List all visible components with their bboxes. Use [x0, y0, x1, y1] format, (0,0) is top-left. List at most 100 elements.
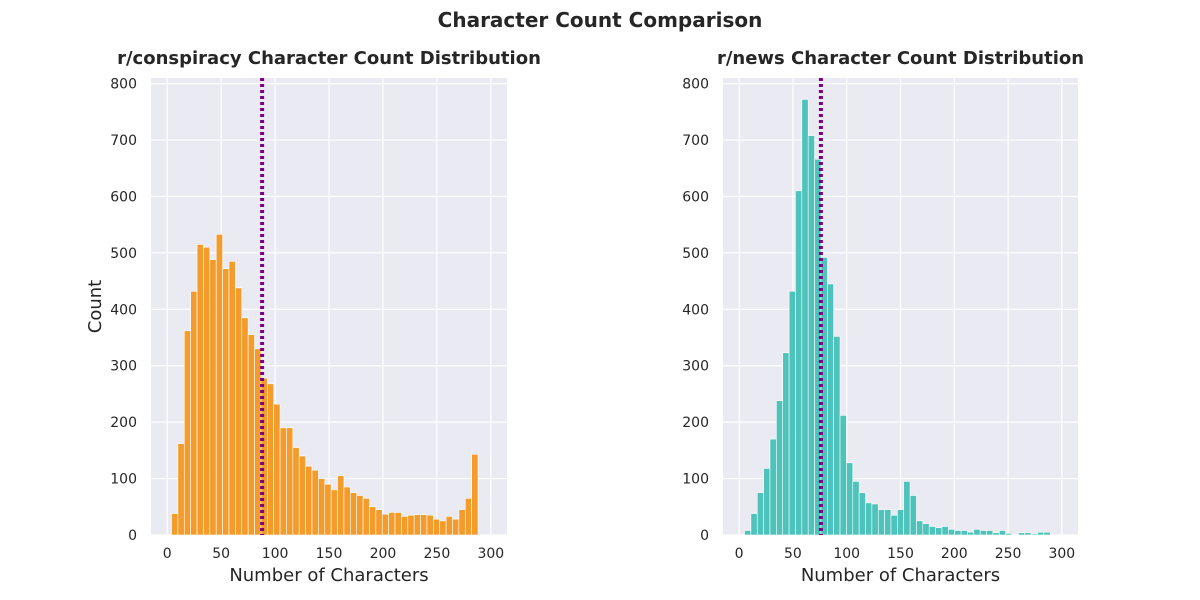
conspiracy-histogram-bar [401, 516, 409, 536]
conspiracy-histogram-bar [445, 516, 453, 536]
conspiracy-y-axis-label: Count [85, 280, 106, 333]
conspiracy-histogram-bar [381, 513, 389, 536]
conspiracy-histogram-bar [413, 514, 421, 536]
news-x-tick-label: 200 [941, 546, 968, 562]
conspiracy-histogram-bar [177, 443, 185, 536]
conspiracy-histogram-bar [190, 290, 198, 536]
conspiracy-histogram-bar [241, 317, 249, 536]
news-histogram-bar [807, 135, 815, 536]
news-histogram-bar [916, 520, 924, 536]
news-histogram-bar [833, 336, 841, 536]
news-histogram-bar [744, 530, 752, 536]
conspiracy-histogram-bar [292, 447, 300, 536]
conspiracy-x-tick-label: 0 [163, 546, 172, 562]
conspiracy-histogram-bar [203, 246, 211, 536]
conspiracy-x-tick-label: 300 [477, 546, 504, 562]
news-histogram-bar [782, 352, 790, 536]
news-histogram-bar [903, 481, 911, 536]
news-histogram-bar [928, 526, 936, 536]
news-histogram-bar [769, 438, 777, 536]
news-histogram-bar [1037, 531, 1045, 536]
conspiracy-x-tick-label: 200 [370, 546, 397, 562]
news-x-tick-label: 50 [784, 546, 802, 562]
conspiracy-histogram-bar [464, 498, 472, 536]
news-histogram-bar [909, 495, 917, 536]
news-histogram-bar [941, 526, 949, 536]
conspiracy-histogram-bar [273, 403, 281, 536]
news-histogram-bar [960, 530, 968, 536]
news-histogram-bar [852, 481, 860, 536]
news-histogram-bar [935, 527, 943, 536]
conspiracy-x-axis-label: Number of Characters [229, 565, 428, 586]
news-y-tick-label: 600 [682, 189, 709, 205]
news-histogram-bar [954, 530, 962, 536]
news-histogram-bar [948, 529, 955, 536]
conspiracy-histogram-bar [407, 514, 415, 536]
news-histogram-bar [1018, 532, 1026, 536]
news-histogram-bar [839, 415, 847, 536]
conspiracy-histogram-bar [209, 259, 217, 536]
news-histogram-bar [890, 514, 898, 536]
conspiracy-chart-title: r/conspiracy Character Count Distributio… [117, 48, 541, 69]
conspiracy-histogram-bar [196, 244, 204, 536]
news-histogram-bar [871, 503, 879, 536]
conspiracy-y-tick-label: 800 [110, 77, 137, 93]
news-histogram-bar [973, 529, 981, 536]
news-histogram-bar [1005, 533, 1013, 536]
news-chart-title: r/news Character Count Distribution [717, 48, 1084, 69]
conspiracy-histogram-bar [330, 489, 338, 536]
news-histogram-bar [998, 530, 1006, 536]
news-histogram-bar [756, 492, 764, 536]
news-histogram-bar [884, 509, 892, 536]
conspiracy-histogram-bar [324, 483, 332, 536]
conspiracy-x-tick-label: 100 [262, 546, 289, 562]
news-histogram-bar [922, 523, 930, 536]
conspiracy-histogram-bar [471, 454, 479, 536]
news-y-tick-label: 700 [682, 133, 709, 149]
conspiracy-histogram-bar [426, 514, 434, 536]
news-histogram-bar [801, 99, 809, 536]
conspiracy-histogram-bar [183, 330, 191, 536]
conspiracy-y-tick-label: 500 [110, 246, 137, 262]
news-histogram-bar [992, 532, 1000, 536]
news-histogram-bar [776, 400, 784, 536]
news-histogram-bar [858, 492, 866, 536]
news-histogram-bar [1024, 532, 1032, 536]
conspiracy-histogram-bar [420, 514, 428, 536]
news-histogram-bar [788, 290, 796, 536]
conspiracy-histogram-bar [279, 427, 287, 536]
news-histogram-bar [795, 190, 803, 536]
conspiracy-histogram-bar [452, 518, 460, 536]
conspiracy-histogram-bar [298, 455, 306, 536]
news-x-tick-label: 250 [995, 546, 1022, 562]
conspiracy-histogram-bar [343, 486, 351, 536]
conspiracy-histogram-bar [286, 427, 294, 536]
conspiracy-histogram-bar [388, 512, 396, 536]
conspiracy-y-tick-label: 300 [110, 359, 137, 375]
news-y-tick-label: 200 [682, 415, 709, 431]
news-histogram-bar [763, 468, 771, 536]
news-histogram-bar [827, 283, 834, 536]
news-histogram-bar [967, 531, 975, 536]
conspiracy-histogram-bar [311, 469, 319, 536]
news-y-tick-label: 800 [682, 77, 709, 93]
news-x-tick-label: 100 [833, 546, 860, 562]
news-x-axis-label: Number of Characters [801, 565, 1000, 586]
conspiracy-histogram-bar [337, 475, 345, 536]
conspiracy-x-tick-label: 150 [316, 546, 343, 562]
conspiracy-histogram-bar [171, 513, 179, 536]
conspiracy-y-tick-label: 600 [110, 189, 137, 205]
conspiracy-histogram-bar [254, 348, 262, 536]
conspiracy-x-tick-label: 250 [424, 546, 451, 562]
news-histogram-bar [750, 513, 758, 536]
news-y-tick-label: 300 [682, 359, 709, 375]
conspiracy-histogram-bar [375, 509, 383, 536]
news-histogram-bar [1030, 533, 1038, 536]
news-histogram-bar [846, 462, 854, 536]
news-y-tick-label: 100 [682, 472, 709, 488]
conspiracy-histogram-bar [247, 334, 255, 536]
news-y-tick-label: 500 [682, 246, 709, 262]
news-x-tick-label: 300 [1048, 546, 1075, 562]
conspiracy-x-tick-label: 50 [212, 546, 230, 562]
conspiracy-histogram-bar [433, 518, 441, 536]
